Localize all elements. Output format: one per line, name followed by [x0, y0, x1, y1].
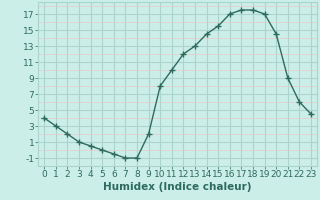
X-axis label: Humidex (Indice chaleur): Humidex (Indice chaleur)	[103, 182, 252, 192]
